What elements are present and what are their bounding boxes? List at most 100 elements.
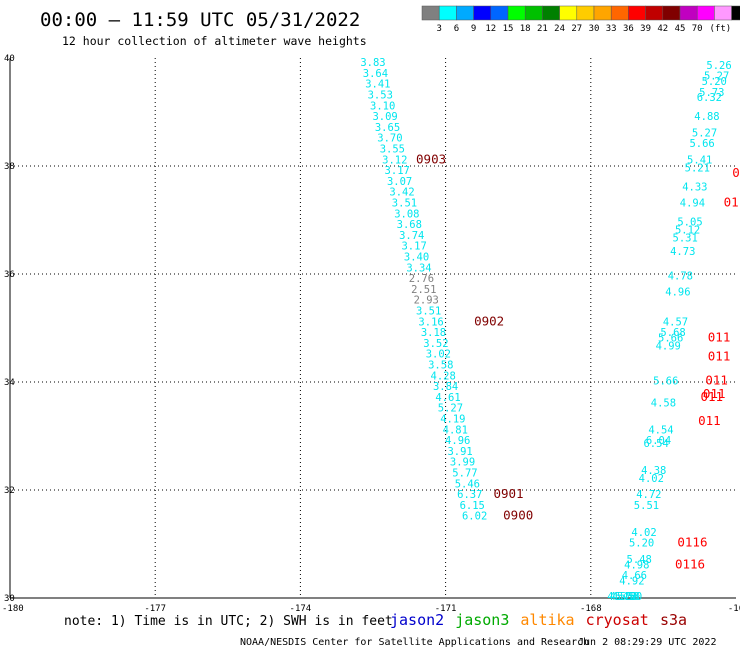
wave-height-value: 5.30	[617, 591, 642, 603]
wave-height-value: 3.53	[368, 90, 393, 102]
wave-height-value: 4.96	[445, 435, 470, 447]
wave-height-value: 3.40	[404, 252, 429, 264]
wave-height-value: 4.66	[622, 570, 647, 582]
satellite-jason2: jason2	[390, 611, 444, 629]
y-tick-label: 38	[4, 162, 15, 172]
wave-height-value: 5.38	[614, 591, 639, 603]
wave-height-value: 3.65	[375, 122, 400, 134]
wave-height-points: 3.833.643.413.533.103.093.653.703.553.12…	[360, 57, 731, 603]
wave-height-value: 2.51	[411, 284, 436, 296]
legend-swatch	[542, 5, 560, 21]
wave-height-value: 5.12	[675, 225, 700, 237]
pass-time-label: 0903	[416, 151, 446, 166]
legend-label: (ft)	[710, 24, 732, 34]
legend-swatch	[576, 5, 595, 21]
legend-label: 39	[640, 24, 651, 34]
y-tick-label: 36	[4, 270, 15, 280]
wave-height-value: 5.73	[699, 87, 724, 99]
wave-height-value: 4.72	[636, 489, 661, 501]
pass-time-label: 0901	[493, 486, 523, 501]
pass-time-label: 011	[708, 330, 731, 345]
wave-height-value: 4.78	[668, 270, 693, 282]
wave-height-value: 5.20	[629, 538, 654, 550]
wave-height-value: 3.52	[423, 338, 448, 350]
wave-height-value: 4.38	[641, 465, 666, 477]
chart-title: 00:00 – 11:59 UTC 05/31/2022	[40, 9, 360, 31]
pass-time-label: 0116	[677, 535, 707, 550]
legend-swatch	[628, 5, 646, 21]
legend-swatch	[593, 5, 612, 21]
wave-height-value: 3.91	[447, 446, 472, 458]
wave-height-value: 3.34	[406, 262, 431, 274]
y-axis-ticks: 40 38 36 34 32 30	[4, 54, 15, 604]
wave-height-value: 5.20	[702, 76, 727, 88]
header: 00:00 – 11:59 UTC 05/31/2022 12 hour col…	[40, 9, 367, 48]
legend-label: 24	[554, 24, 565, 34]
wave-height-value: 3.42	[389, 187, 414, 199]
pass-time-label: 01	[724, 195, 739, 210]
wave-height-value: 4.19	[440, 414, 465, 426]
wave-height-value: 4.92	[619, 576, 644, 588]
wave-height-value: 3.55	[380, 144, 405, 156]
wave-height-value: 3.07	[387, 176, 412, 188]
wave-height-value: 3.16	[418, 316, 443, 328]
wave-height-value: 5.66	[658, 333, 683, 345]
legend-swatch	[610, 5, 629, 21]
wave-height-value: 5.26	[706, 60, 731, 72]
wave-height-value: 3.17	[401, 241, 426, 253]
legend-label: 70	[692, 24, 703, 34]
x-axis-ticks: -180 -177 -174 -171 -168 -16	[2, 604, 740, 614]
wave-height-value: 5.48	[627, 554, 652, 566]
color-legend-labels: 3 6 9 12 15 18 21 24 27 30 33 36 39 42 45 70 (ft)	[436, 24, 731, 34]
footer-note: note: 1) Time is in UTC; 2) SWH is in fe…	[64, 614, 393, 629]
footer-timestamp: Jun 2 08:29:29 UTC 2022	[578, 637, 716, 648]
legend-swatch	[645, 5, 664, 21]
wave-height-value: 5.27	[704, 71, 729, 83]
wave-height-value: 5.31	[673, 233, 698, 245]
legend-label: 9	[471, 24, 476, 34]
wave-height-value: 3.17	[385, 165, 410, 177]
wave-height-value: 4.96	[665, 287, 690, 299]
wave-height-value: 2.93	[414, 295, 439, 307]
grid-lines	[10, 58, 736, 598]
legend-swatch	[490, 5, 509, 21]
y-tick-label: 34	[4, 378, 15, 388]
wave-height-value: 3.51	[392, 198, 417, 210]
legend-swatch	[421, 5, 440, 21]
satellite-altika: altika	[520, 611, 574, 629]
x-tick-label: -168	[580, 604, 602, 614]
y-tick-label: 30	[4, 594, 15, 604]
wave-height-value: 5.66	[689, 138, 714, 150]
legend-label: 12	[485, 24, 496, 34]
legend-swatch	[679, 5, 698, 21]
wave-height-value: 5.68	[660, 327, 685, 339]
legend-swatch	[696, 5, 715, 21]
wave-height-value: 3.83	[360, 57, 385, 69]
wave-height-value: 4.45	[610, 591, 635, 603]
wave-height-value: 4.88	[694, 111, 719, 123]
wave-height-value: 3.70	[377, 133, 402, 145]
wave-height-value: 4.02	[639, 473, 664, 485]
legend-swatch	[507, 5, 526, 21]
wave-height-value: 3.58	[428, 360, 453, 372]
wave-height-value: 6.32	[697, 92, 722, 104]
wave-height-value: 4.23	[612, 591, 637, 603]
wave-height-value: 3.08	[394, 208, 419, 220]
legend-swatch	[473, 5, 492, 21]
legend-swatch	[559, 5, 578, 21]
footer: note: 1) Time is in UTC; 2) SWH is in fe…	[64, 611, 716, 648]
legend-label: 18	[520, 24, 531, 34]
pass-time-label: 011	[701, 389, 724, 404]
legend-label: 45	[675, 24, 686, 34]
wave-height-value: 5.05	[677, 216, 702, 228]
x-tick-label: -171	[435, 604, 457, 614]
wave-height-value: 4.99	[656, 341, 681, 353]
wave-height-value: 3.02	[426, 349, 451, 361]
wave-height-value: 6.04	[646, 435, 671, 447]
wave-height-value: 3.51	[416, 306, 441, 318]
wave-height-value: 6.02	[462, 511, 487, 523]
wave-height-value: 4.57	[663, 316, 688, 328]
satellite-legend: jason2 jason3 altika cryosat s3a	[390, 611, 687, 629]
legend-label: 15	[503, 24, 514, 34]
